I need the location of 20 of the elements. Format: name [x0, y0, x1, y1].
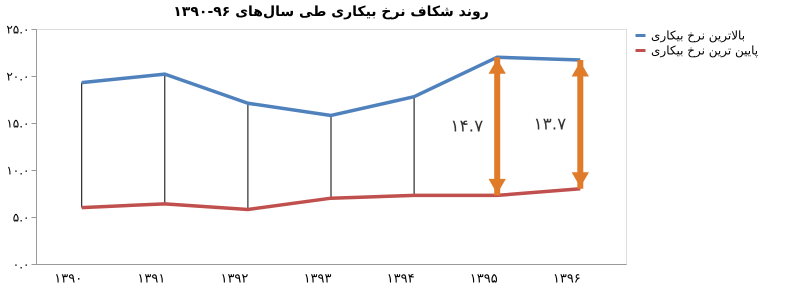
legend-label: بالاترین نرخ بیکاری [651, 28, 746, 42]
y-tick-label: ۲۵.۰ [6, 22, 30, 36]
x-tick-label: ۱۳۹۵ [470, 272, 498, 286]
y-tick-label: ۱۰.۰ [6, 164, 30, 178]
annotation: ۱۳.۷ [534, 114, 566, 134]
x-tick-label: ۱۳۹۶ [552, 272, 581, 286]
x-tick-label: ۱۳۹۰ [54, 272, 82, 286]
y-tick-label: ۵.۰ [12, 210, 30, 224]
chart-title: روند شکاف نرخ بیکاری طی سال‌های ۹۶-۱۳۹۰ [173, 4, 489, 20]
legend-label: پایین ترین نرخ بیکاری [651, 44, 758, 58]
line-series [80, 187, 582, 212]
x-tick-label: ۱۳۹۱ [137, 272, 166, 286]
x-tick-label: ۱۳۹۴ [386, 272, 415, 286]
y-tick-label: ۰.۰ [12, 258, 30, 272]
x-tick-label: ۱۳۹۳ [304, 272, 332, 286]
x-tick-label: ۱۳۹۲ [220, 272, 248, 286]
line-series [80, 55, 582, 118]
y-tick-label: ۱۵.۰ [6, 116, 30, 130]
y-tick-label: ۲۰.۰ [6, 70, 30, 84]
annotation: ۱۴.۷ [450, 116, 484, 136]
